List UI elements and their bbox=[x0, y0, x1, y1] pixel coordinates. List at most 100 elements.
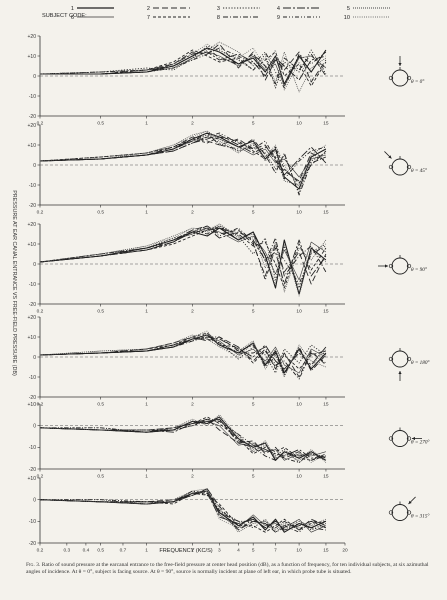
y-tick-label: -20 bbox=[29, 467, 36, 473]
x-tick-label: 1 bbox=[145, 474, 148, 480]
legend-code-7: 7 bbox=[147, 15, 150, 21]
series-line-subject-6 bbox=[39, 334, 327, 374]
x-tick-label: 10 bbox=[296, 309, 302, 315]
x-tick-label: 4 bbox=[237, 548, 240, 554]
x-tick-label: 1 bbox=[145, 210, 148, 216]
series-line-subject-3 bbox=[39, 420, 327, 463]
right-ear-icon bbox=[406, 510, 412, 515]
series-line-subject-5 bbox=[39, 41, 327, 93]
x-tick-label: 20 bbox=[342, 548, 348, 554]
right-ear-icon bbox=[406, 356, 412, 362]
head-outline-icon bbox=[391, 504, 409, 521]
series-line-subject-7 bbox=[39, 227, 327, 289]
x-tick-label: 5 bbox=[252, 548, 255, 554]
chart-panels: +20+100-10-200.2 0.5 1 2 5 10 15θ = 0°+20+100-… bbox=[28, 34, 430, 554]
x-tick-label: 0.2 bbox=[37, 474, 44, 480]
legend-code-4: 4 bbox=[277, 6, 280, 12]
arrowhead-icon bbox=[412, 436, 415, 441]
y-tick-label: 0 bbox=[33, 497, 36, 503]
subject-code-legend: SUBJECT CODE: 1 2 3 4 5 6 7 8 9 10 bbox=[42, 6, 390, 21]
series-line-subject-9 bbox=[39, 338, 327, 380]
x-tick-label: 7 bbox=[274, 548, 277, 554]
head-orientation-icon: θ = 0° bbox=[388, 56, 424, 87]
left-ear-icon bbox=[388, 436, 394, 441]
x-tick-label: 5 bbox=[252, 121, 255, 127]
series-line-subject-8 bbox=[39, 225, 327, 277]
x-tick-label: 0.5 bbox=[97, 210, 104, 216]
head-orientation-icon: θ = 315° bbox=[388, 496, 430, 521]
series-line-subject-3 bbox=[39, 45, 327, 89]
series-line-subject-6 bbox=[39, 420, 326, 461]
y-tick-label: 0 bbox=[33, 74, 36, 80]
x-tick-label: 10 bbox=[296, 474, 302, 480]
head-outline-icon bbox=[391, 158, 409, 176]
x-tick-label: 0.7 bbox=[120, 548, 127, 554]
right-ear-icon bbox=[406, 436, 412, 441]
x-tick-label: 15 bbox=[323, 402, 329, 408]
series-line-subject-4 bbox=[39, 492, 327, 531]
x-tick-label: 15 bbox=[323, 121, 329, 127]
left-ear-icon bbox=[388, 263, 394, 269]
x-tick-label: 0.5 bbox=[97, 548, 104, 554]
y-tick-label: +20 bbox=[28, 315, 37, 321]
legend-code-2: 2 bbox=[147, 6, 150, 12]
y-tick-label: +20 bbox=[28, 222, 37, 228]
panel-2: +20+100-10-200.2 0.5 1 2 5 10 15θ = 45° bbox=[28, 123, 427, 216]
x-tick-label: 0.4 bbox=[83, 548, 90, 554]
x-tick-label: 10 bbox=[296, 402, 302, 408]
y-tick-label: +20 bbox=[28, 123, 37, 129]
series-line-subject-4 bbox=[39, 227, 327, 285]
y-tick-label: 0 bbox=[33, 355, 36, 361]
series-line-subject-5 bbox=[40, 488, 327, 533]
head-outline-icon bbox=[391, 350, 409, 368]
y-tick-label: 0 bbox=[33, 423, 36, 429]
series-line-subject-10 bbox=[39, 223, 327, 297]
x-tick-label: 0.2 bbox=[37, 210, 44, 216]
angle-label: θ = 0° bbox=[411, 78, 424, 85]
x-tick-label: 0.3 bbox=[64, 548, 71, 554]
x-tick-label: 1 bbox=[145, 548, 148, 554]
y-tick-label: +10 bbox=[28, 143, 37, 149]
caption-label: Fig. 3. bbox=[26, 562, 41, 568]
y-axis-label: PRESSURE AT EAR CANAL ENTRANCE VS FREE-F… bbox=[11, 190, 17, 376]
panel-1: +20 +10 0 -10 -200.2 0.5 1 2 5 10 15 θ = 0° bbox=[28, 34, 425, 127]
y-tick-label: +10 bbox=[28, 242, 37, 248]
x-tick-label: 2 bbox=[191, 474, 194, 480]
x-tick-label: 5 bbox=[252, 402, 255, 408]
y-tick-label: +10 bbox=[28, 476, 37, 482]
y-tick-label: -10 bbox=[29, 282, 36, 288]
legend-code-6: 6 bbox=[71, 15, 74, 21]
x-tick-label: 15 bbox=[323, 309, 329, 315]
y-tick-label: +10 bbox=[28, 54, 37, 60]
series-line-subject-2 bbox=[39, 136, 327, 182]
caption-text: Ratio of sound pressure at the earcanal … bbox=[26, 562, 429, 576]
legend-code-5: 5 bbox=[347, 6, 350, 12]
legend-code-9: 9 bbox=[277, 15, 280, 21]
series-line-subject-8 bbox=[39, 490, 326, 533]
series-line-subject-7 bbox=[40, 49, 327, 87]
series-line-subject-7 bbox=[39, 416, 327, 461]
series-line-subject-4 bbox=[40, 51, 327, 81]
angle-label: θ = 180° bbox=[411, 359, 430, 366]
x-tick-label: 0.2 bbox=[37, 309, 44, 315]
x-tick-label: 15 bbox=[323, 210, 329, 216]
angle-label: θ = 270° bbox=[411, 439, 430, 446]
series-line-subject-9 bbox=[39, 132, 327, 180]
x-tick-label: 10 bbox=[296, 548, 302, 554]
series-line-subject-6 bbox=[40, 51, 327, 87]
y-tick-label: -20 bbox=[29, 203, 36, 209]
legend-title: SUBJECT CODE: bbox=[42, 13, 87, 19]
y-tick-label: +10 bbox=[28, 402, 37, 408]
legend-code-8: 8 bbox=[217, 15, 220, 21]
right-ear-icon bbox=[406, 75, 412, 81]
x-tick-label: 5 bbox=[252, 309, 255, 315]
x-tick-label: 2 bbox=[191, 402, 194, 408]
panel-6: +100-10-200.2 0.3 0.4 0.5 0.7 1 2 3 4 5 7 10 15 20θ =… bbox=[28, 476, 430, 554]
series-line-subject-6 bbox=[39, 227, 327, 281]
x-tick-label: 2 bbox=[191, 548, 194, 554]
series-line-subject-5 bbox=[40, 414, 327, 463]
y-tick-label: -20 bbox=[29, 114, 36, 120]
series-line-subject-4 bbox=[39, 134, 327, 176]
angle-label: θ = 315° bbox=[411, 513, 430, 520]
